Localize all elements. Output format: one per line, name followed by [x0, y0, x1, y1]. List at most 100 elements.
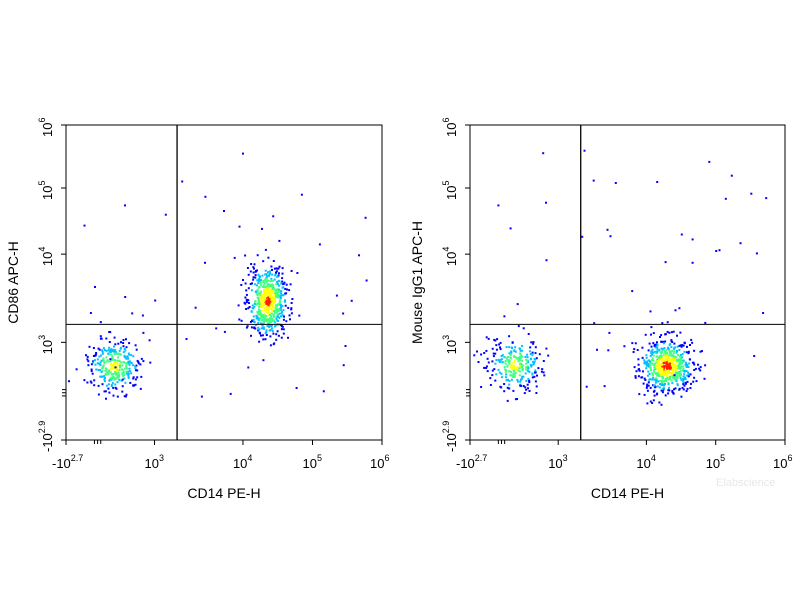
event-dot: [658, 350, 661, 353]
event-dot: [668, 354, 671, 357]
event-dot: [277, 320, 280, 322]
event-dot: [671, 357, 674, 360]
event-dot: [485, 336, 488, 339]
event-dot: [273, 278, 276, 281]
event-dot: [545, 347, 548, 350]
event-dot: [673, 346, 676, 349]
event-dot: [114, 359, 116, 361]
event-dot: [130, 372, 133, 375]
event-dot: [98, 348, 101, 351]
event-dot: [262, 326, 265, 329]
event-dot: [257, 317, 260, 320]
event-dot: [275, 338, 278, 341]
event-dot: [134, 365, 137, 368]
event-dot: [655, 393, 658, 396]
event-dot: [265, 318, 268, 321]
event-dot: [267, 306, 270, 309]
event-dot: [647, 349, 650, 352]
event-dot: [270, 321, 273, 324]
event-dot: [110, 363, 112, 365]
event-dot: [489, 377, 492, 380]
event-dot: [545, 259, 548, 262]
event-dot: [516, 367, 519, 370]
event-dot: [263, 299, 266, 302]
event-dot: [108, 341, 111, 343]
event-dot: [672, 355, 675, 358]
event-dot: [269, 317, 272, 319]
event-dot: [247, 299, 250, 302]
event-dot: [596, 348, 598, 351]
event-dot: [532, 342, 535, 345]
event-dot: [518, 364, 521, 367]
event-dot: [258, 328, 261, 331]
event-dot: [522, 327, 525, 330]
event-dot: [164, 213, 167, 216]
event-dot: [512, 369, 515, 372]
event-dot: [258, 301, 261, 304]
event-dot: [645, 364, 648, 367]
event-dot: [514, 350, 517, 353]
event-dot: [634, 376, 637, 379]
event-dot: [262, 295, 265, 298]
event-dot: [115, 367, 118, 370]
event-dot: [256, 302, 259, 305]
event-dot: [250, 326, 253, 329]
event-dot: [643, 360, 646, 363]
event-dot: [522, 368, 524, 371]
event-dot: [585, 385, 588, 388]
event-dot: [645, 363, 648, 365]
event-dot: [126, 372, 128, 375]
event-dot: [112, 386, 115, 389]
event-dot: [238, 225, 241, 228]
event-dot: [687, 350, 690, 353]
event-dot: [606, 228, 609, 231]
event-dot: [670, 379, 673, 382]
event-dot: [90, 370, 93, 373]
event-dot: [677, 365, 680, 368]
event-dot: [245, 293, 248, 296]
event-dot: [656, 341, 658, 344]
event-dot: [681, 386, 684, 389]
event-dot: [531, 376, 534, 379]
event-dot: [500, 358, 503, 361]
event-dot: [278, 239, 281, 242]
x-tick-label: 106: [370, 453, 389, 471]
event-dot: [506, 357, 508, 360]
event-dot: [680, 362, 682, 365]
event-dot: [264, 332, 267, 335]
event-dot: [663, 347, 666, 350]
y-tick-label: 103: [441, 335, 459, 354]
event-dot: [263, 298, 266, 301]
event-dot: [678, 349, 681, 351]
event-dot: [648, 342, 651, 345]
event-dot: [660, 355, 663, 358]
event-dot: [237, 304, 240, 307]
event-dot: [508, 362, 511, 365]
event-dot: [275, 305, 278, 308]
event-dot: [670, 354, 673, 357]
event-dot: [268, 273, 271, 276]
event-dot: [125, 393, 128, 396]
event-dot: [250, 289, 253, 292]
event-dot: [520, 362, 523, 365]
event-dot: [264, 269, 267, 272]
event-dot: [240, 319, 243, 322]
event-dot: [262, 316, 265, 319]
event-dot: [477, 361, 480, 363]
event-dot: [497, 358, 500, 361]
event-dot: [651, 374, 654, 377]
event-dot: [631, 342, 634, 345]
event-dot: [487, 361, 490, 364]
event-dot: [265, 303, 268, 306]
event-dot: [514, 398, 517, 401]
event-dot: [282, 328, 285, 331]
event-dot: [519, 370, 522, 373]
event-dot: [267, 301, 270, 304]
event-dot: [103, 375, 106, 378]
event-dot: [103, 378, 106, 381]
event-dot: [521, 359, 524, 362]
event-dot: [676, 372, 679, 374]
event-dot: [668, 352, 671, 354]
event-dot: [530, 365, 533, 368]
event-dot: [105, 349, 108, 352]
